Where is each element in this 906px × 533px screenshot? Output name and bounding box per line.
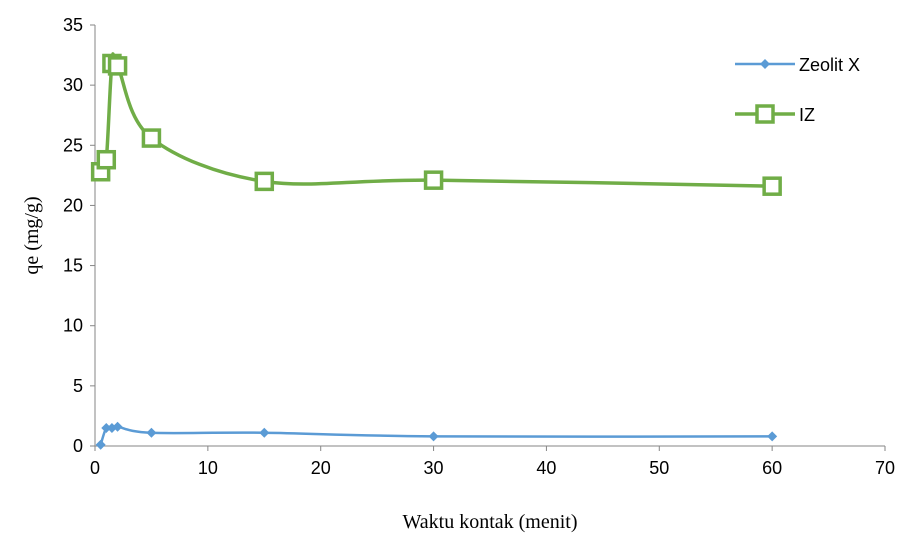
y-tick-label: 30 <box>63 75 83 95</box>
legend-item: IZ <box>735 104 815 125</box>
y-tick-label: 25 <box>63 135 83 155</box>
y-tick-label: 20 <box>63 195 83 215</box>
x-tick-label: 50 <box>649 458 669 478</box>
y-tick-label: 5 <box>73 376 83 396</box>
x-tick-label: 60 <box>762 458 782 478</box>
series-zeolit-x <box>95 421 778 450</box>
x-tick-label: 70 <box>875 458 895 478</box>
x-tick-label: 0 <box>90 458 100 478</box>
x-tick-label: 20 <box>311 458 331 478</box>
x-tick-label: 10 <box>198 458 218 478</box>
data-point <box>146 427 157 438</box>
data-point <box>96 149 117 170</box>
series-iz <box>90 52 782 196</box>
series-layer <box>90 52 782 450</box>
data-point <box>95 439 106 450</box>
data-point <box>101 422 112 433</box>
legend-label: IZ <box>799 105 815 125</box>
data-point <box>107 56 128 76</box>
y-axis-title: qe (mg/g) <box>21 196 43 274</box>
data-point <box>112 421 123 432</box>
x-axis-title: Waktu kontak (menit) <box>402 511 577 533</box>
y-tick-label: 15 <box>63 256 83 276</box>
data-point <box>428 431 439 442</box>
y-tick-label: 10 <box>63 316 83 336</box>
legend-marker <box>760 59 770 69</box>
data-point <box>767 431 778 442</box>
data-point <box>762 176 782 196</box>
x-tick-label: 40 <box>536 458 556 478</box>
data-point <box>423 170 444 190</box>
y-tick-label: 0 <box>73 436 83 456</box>
series-line <box>99 52 773 188</box>
data-point <box>259 427 270 438</box>
y-tick-label: 35 <box>63 15 83 35</box>
legend-marker <box>755 104 775 124</box>
axes: 0 5 10 15 20 25 30 35 0 10 20 30 40 50 60 70 <box>63 15 895 478</box>
legend-label: Zeolit X <box>799 55 860 75</box>
legend: Zeolit X IZ <box>735 55 860 125</box>
data-point <box>254 171 275 192</box>
legend-item: Zeolit X <box>735 55 860 75</box>
data-point <box>141 128 162 148</box>
x-tick-label: 30 <box>424 458 444 478</box>
